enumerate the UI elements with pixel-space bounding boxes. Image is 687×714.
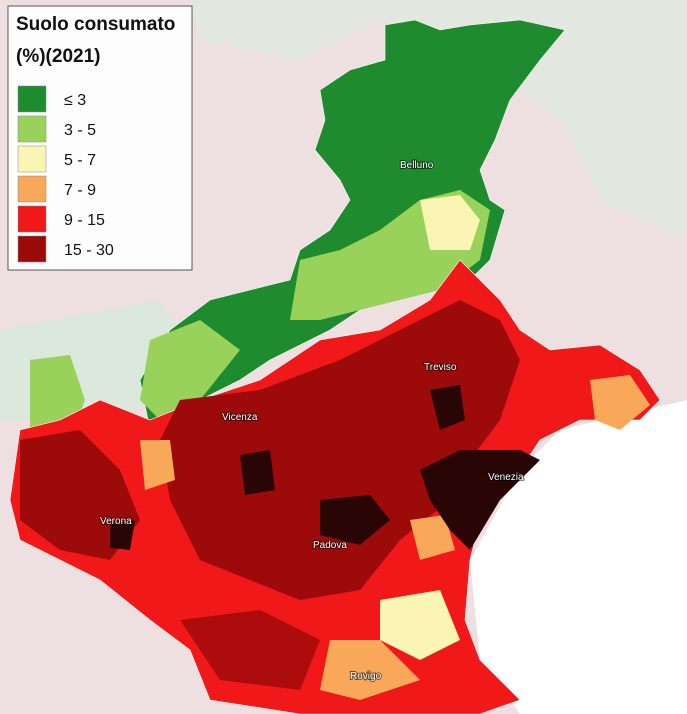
legend-label: 5 - 7 [64, 152, 96, 169]
legend-label: 7 - 9 [64, 182, 96, 199]
city-labels: Belluno Treviso Vicenza Venezia Verona Padova… [99, 159, 525, 683]
area-yellow [420, 195, 480, 250]
legend-swatch [17, 235, 47, 263]
city-label: Venezia [488, 472, 524, 483]
legend-swatch [17, 85, 47, 113]
city-label: Vicenza [222, 412, 258, 423]
area-dark-red [180, 610, 320, 690]
legend-swatch [17, 205, 47, 233]
legend-label: 15 - 30 [64, 242, 114, 259]
sea [470, 400, 687, 714]
province-belluno [139, 19, 566, 431]
urban-vicenza [240, 450, 275, 495]
legend-label: 9 - 15 [64, 212, 105, 229]
legend: Suolo consumato (%)(2021) ≤ 3 3 - 5 5 - 7 7… [7, 5, 193, 271]
urban-verona [110, 520, 135, 550]
city-label: Padova [313, 540, 347, 551]
area-orange [140, 440, 175, 490]
area-dark-red [160, 300, 520, 600]
urban-treviso [430, 385, 465, 430]
area-light-green [140, 320, 240, 420]
city-label: Rovigo [350, 671, 382, 682]
area-yellow [380, 590, 460, 660]
area-orange [320, 640, 420, 700]
city-label: Verona [100, 516, 132, 527]
city-label: Belluno [400, 160, 434, 171]
legend-label: ≤ 3 [64, 92, 86, 109]
legend-swatch [17, 145, 47, 173]
city-label: Treviso [424, 362, 457, 373]
urban-venezia [420, 450, 540, 550]
area-orange [410, 515, 455, 560]
legend-swatch [17, 115, 47, 143]
legend-label: 3 - 5 [64, 122, 96, 139]
urban-padova [320, 495, 390, 545]
legend-swatch [17, 175, 47, 203]
legend-title: Suolo consumato [16, 14, 175, 35]
area-orange [590, 375, 650, 430]
legend-subtitle: (%)(2021) [16, 46, 100, 67]
